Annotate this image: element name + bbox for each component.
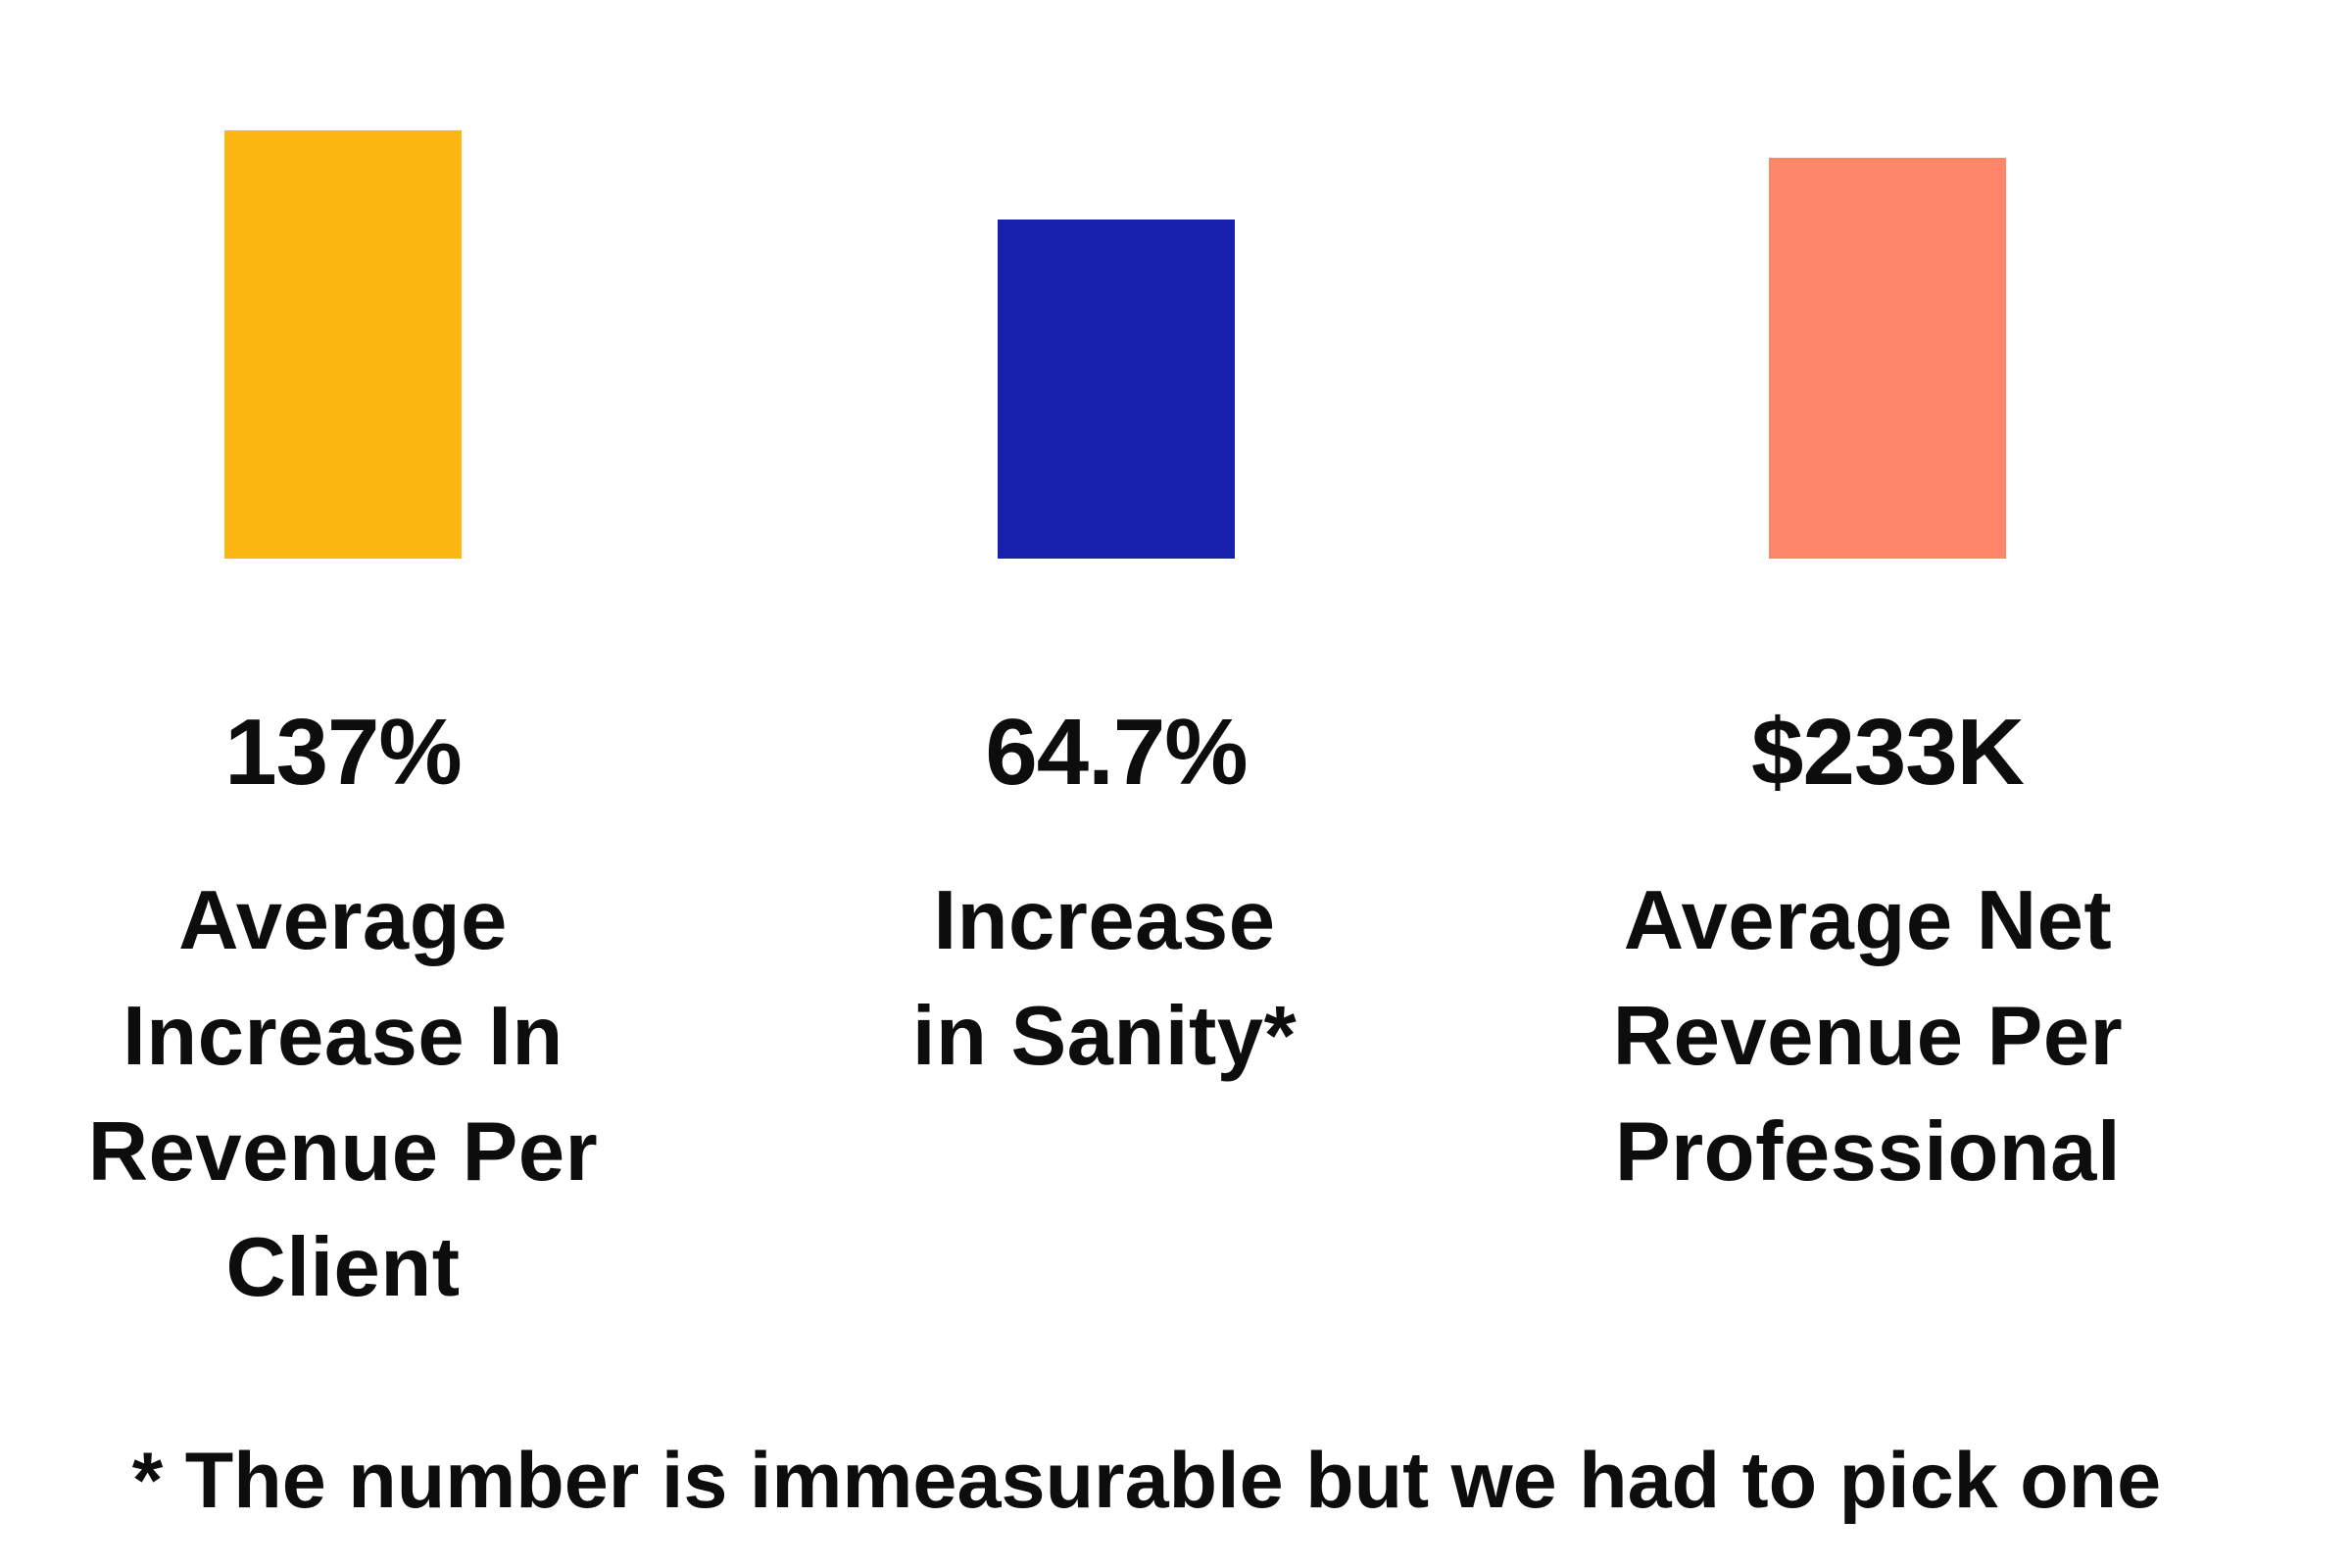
footnote: * The number is immeasurable but we had … xyxy=(131,1437,2162,1525)
label-line: Professional xyxy=(1614,1105,2122,1199)
label-line: Average xyxy=(178,874,508,967)
label-line: Client xyxy=(225,1221,461,1314)
stat-label-revenue-per-client: Average Increase In Revenue Per Client xyxy=(0,863,686,1326)
label-line: Revenue Per xyxy=(87,1105,599,1199)
label-line: Average Net xyxy=(1623,874,2113,967)
label-line: in Sanity* xyxy=(911,990,1298,1083)
stat-value-increase-in-sanity: 64.7% xyxy=(985,700,1248,805)
bar-revenue-per-client xyxy=(224,130,462,559)
stat-value-revenue-per-client: 137% xyxy=(224,700,463,805)
label-line: Increase xyxy=(933,874,1276,967)
label-line: Increase In xyxy=(122,990,564,1083)
bar-increase-in-sanity xyxy=(998,220,1235,559)
bar-net-revenue-per-professional xyxy=(1769,158,2006,559)
stat-label-increase-in-sanity: Increase in Sanity* xyxy=(761,863,1447,1095)
label-line: Revenue Per xyxy=(1612,990,2124,1083)
stat-value-net-revenue-per-professional: $233K xyxy=(1751,700,2025,805)
stat-label-net-revenue-per-professional: Average Net Revenue Per Professional xyxy=(1525,863,2211,1210)
